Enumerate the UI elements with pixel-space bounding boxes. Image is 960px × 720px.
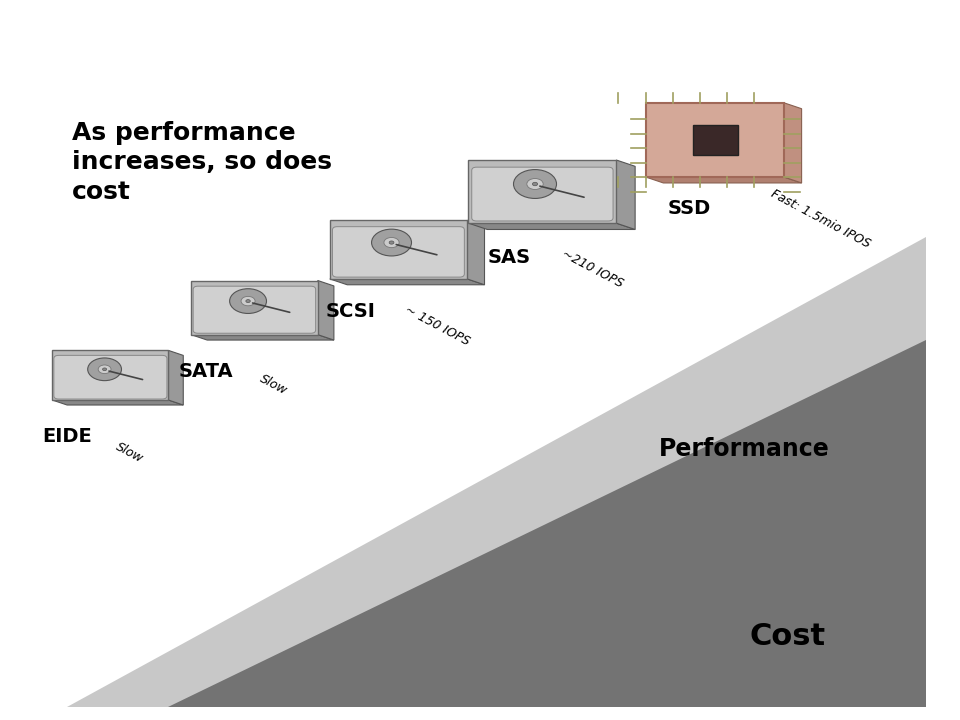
Circle shape [229, 289, 267, 313]
Text: ~210 IOPS: ~210 IOPS [560, 248, 625, 290]
Polygon shape [330, 220, 467, 279]
Circle shape [389, 241, 394, 244]
Text: SAS: SAS [488, 248, 530, 267]
Polygon shape [616, 160, 636, 230]
Circle shape [87, 358, 122, 381]
Polygon shape [468, 223, 636, 230]
Polygon shape [191, 281, 318, 335]
Circle shape [533, 182, 538, 186]
Polygon shape [468, 160, 616, 223]
Text: ~ 150 IOPS: ~ 150 IOPS [402, 303, 471, 348]
Circle shape [514, 170, 557, 199]
Polygon shape [191, 335, 334, 340]
FancyBboxPatch shape [471, 167, 613, 221]
Polygon shape [169, 351, 183, 405]
Circle shape [384, 238, 399, 248]
Text: As performance
increases, so does
cost: As performance increases, so does cost [72, 121, 332, 204]
Circle shape [241, 297, 255, 306]
Circle shape [246, 300, 251, 302]
Circle shape [103, 368, 107, 371]
Polygon shape [784, 103, 802, 183]
Polygon shape [318, 281, 334, 340]
Polygon shape [168, 340, 926, 707]
Polygon shape [467, 220, 485, 285]
Bar [693, 125, 737, 155]
Bar [646, 103, 784, 177]
Text: SATA: SATA [180, 362, 233, 382]
Circle shape [98, 365, 111, 374]
FancyBboxPatch shape [332, 227, 465, 277]
Text: EIDE: EIDE [42, 427, 92, 446]
FancyBboxPatch shape [54, 356, 167, 399]
Text: Slow: Slow [113, 440, 146, 465]
FancyBboxPatch shape [193, 286, 316, 333]
Text: Slow: Slow [257, 372, 290, 397]
Polygon shape [52, 400, 183, 405]
Text: SSD: SSD [667, 199, 711, 218]
Polygon shape [52, 351, 169, 400]
Polygon shape [67, 237, 926, 707]
Polygon shape [330, 279, 485, 285]
Text: Fast: 1.5mio IPOS: Fast: 1.5mio IPOS [769, 187, 873, 251]
Polygon shape [646, 177, 802, 183]
Circle shape [372, 229, 412, 256]
Circle shape [527, 179, 543, 189]
Text: Cost: Cost [749, 622, 826, 651]
Text: Performance: Performance [659, 437, 829, 462]
Text: Disk Types and Performance: Disk Types and Performance [21, 30, 452, 58]
Text: SCSI: SCSI [325, 302, 375, 321]
